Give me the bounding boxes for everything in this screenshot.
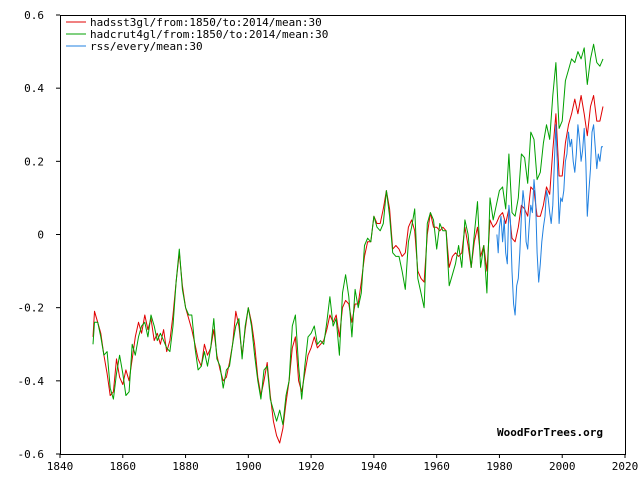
x-tick-label: 1900 <box>235 460 262 473</box>
y-tick-label: 0 <box>37 229 44 242</box>
legend-label: hadsst3gl/from:1850/to:2014/mean:30 <box>90 16 322 29</box>
series-line-hadcrut4gl <box>92 43 604 426</box>
x-tick-label: 1980 <box>486 460 513 473</box>
series-line-rss <box>496 124 603 316</box>
x-tick-label: 2020 <box>612 460 639 473</box>
x-tick-label: 1960 <box>423 460 450 473</box>
series-layer <box>92 43 604 444</box>
y-tick-label: 0.2 <box>24 155 44 168</box>
y-axis: 0.6 0.4 0.2 0 -0.2 -0.4 -0.6 <box>18 9 60 461</box>
y-tick-label: 0.4 <box>24 82 44 95</box>
legend: hadsst3gl/from:1850/to:2014/mean:30hadcr… <box>66 16 328 53</box>
plot-area-frame <box>60 15 626 455</box>
y-tick-label: 0.6 <box>24 9 44 22</box>
x-tick-label: 1920 <box>298 460 325 473</box>
watermark-text: WoodForTrees.org <box>497 426 603 439</box>
x-axis: 1840 1860 1880 1900 1920 1940 1960 1980 2000 2020 <box>47 454 639 473</box>
x-tick-label: 1840 <box>47 460 74 473</box>
x-tick-label: 1940 <box>361 460 388 473</box>
y-tick-label: -0.4 <box>18 375 45 388</box>
y-tick-label: -0.6 <box>18 448 45 461</box>
legend-label: hadcrut4gl/from:1850/to:2014/mean:30 <box>90 28 328 41</box>
y-tick-label: -0.2 <box>18 302 45 315</box>
x-tick-label: 1880 <box>172 460 199 473</box>
legend-label: rss/every/mean:30 <box>90 40 203 53</box>
x-tick-label: 1860 <box>110 460 137 473</box>
x-tick-label: 2000 <box>549 460 576 473</box>
